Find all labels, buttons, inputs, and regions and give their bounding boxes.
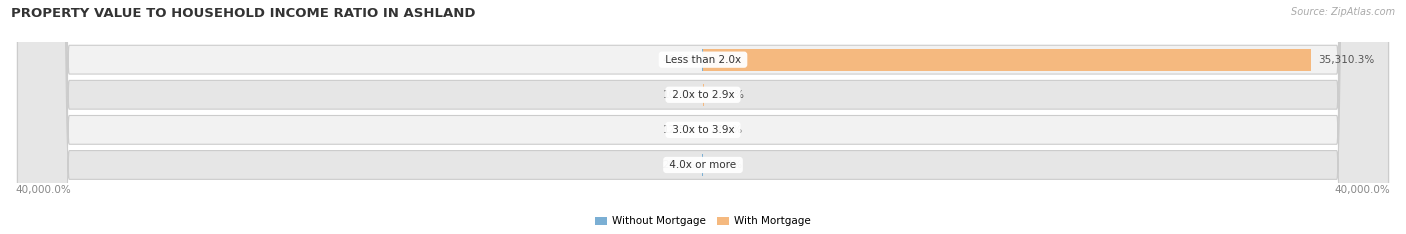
Text: 40,000.0%: 40,000.0% xyxy=(15,185,72,195)
Text: 3.0x to 3.9x: 3.0x to 3.9x xyxy=(669,125,737,135)
Text: 35,310.3%: 35,310.3% xyxy=(1317,55,1374,65)
Text: 17.1%: 17.1% xyxy=(710,125,744,135)
FancyBboxPatch shape xyxy=(17,0,1389,234)
Text: 40,000.0%: 40,000.0% xyxy=(1334,185,1391,195)
Text: 29.2%: 29.2% xyxy=(662,160,696,170)
FancyBboxPatch shape xyxy=(17,0,1389,234)
Text: Less than 2.0x: Less than 2.0x xyxy=(662,55,744,65)
Text: 2.0x to 2.9x: 2.0x to 2.9x xyxy=(669,90,737,100)
Text: 46.9%: 46.9% xyxy=(662,55,696,65)
Legend: Without Mortgage, With Mortgage: Without Mortgage, With Mortgage xyxy=(591,212,815,231)
Bar xyxy=(703,49,1312,70)
Text: 10.4%: 10.4% xyxy=(664,90,696,100)
Text: 53.0%: 53.0% xyxy=(711,90,744,100)
Text: 12.5%: 12.5% xyxy=(662,125,696,135)
Text: 13.7%: 13.7% xyxy=(710,160,744,170)
Text: 4.0x or more: 4.0x or more xyxy=(666,160,740,170)
FancyBboxPatch shape xyxy=(17,0,1389,234)
Text: Source: ZipAtlas.com: Source: ZipAtlas.com xyxy=(1291,7,1395,17)
Text: PROPERTY VALUE TO HOUSEHOLD INCOME RATIO IN ASHLAND: PROPERTY VALUE TO HOUSEHOLD INCOME RATIO… xyxy=(11,7,475,20)
FancyBboxPatch shape xyxy=(17,0,1389,234)
